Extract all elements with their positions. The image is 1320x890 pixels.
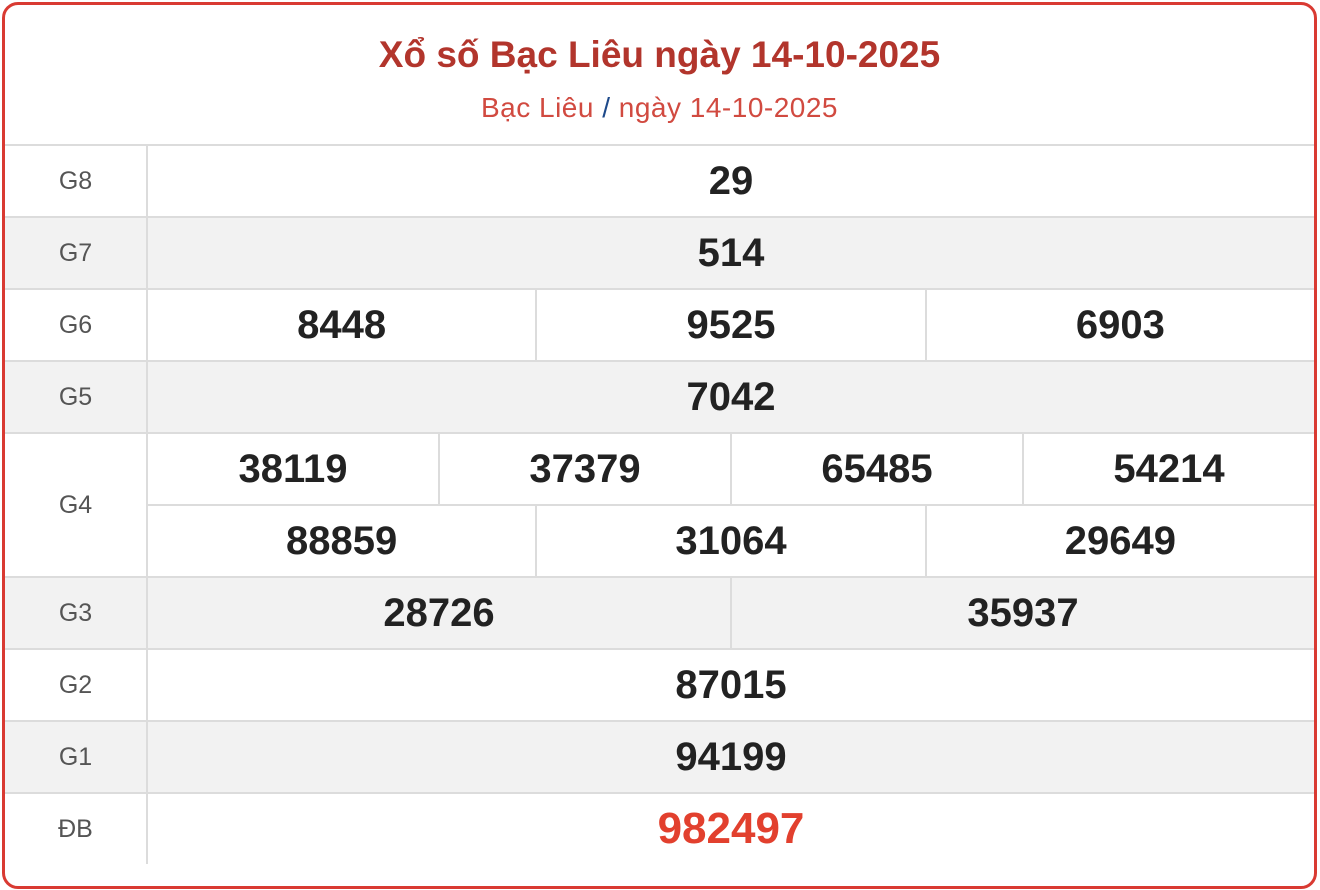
prize-number: 29 <box>146 146 1314 218</box>
prize-row-g5: G5 7042 <box>5 360 1314 434</box>
prize-number: 65485 <box>730 434 1022 504</box>
prize-number: 38119 <box>238 446 348 491</box>
prize-row-g8: G8 29 <box>5 146 1314 218</box>
prize-number: 6903 <box>924 290 1314 360</box>
breadcrumb-province-link[interactable]: Bạc Liêu <box>480 92 594 123</box>
prize-number: 88859 <box>286 518 398 563</box>
prize-number: 31064 <box>535 506 924 576</box>
prize-row-special: ĐB 982497 <box>5 792 1314 864</box>
results-table: G8 29 G7 514 G6 8448 9525 6903 G5 7042 G… <box>5 146 1314 864</box>
prize-row-g2: G2 87015 <box>5 648 1314 722</box>
prize-number: 29649 <box>924 506 1314 576</box>
prize-number: 8448 <box>297 302 387 347</box>
page-title: Xổ số Bạc Liêu ngày 14-10-2025 <box>378 34 941 75</box>
prize-label: G4 <box>5 432 148 578</box>
prize-label: G3 <box>5 576 148 650</box>
prize-label: G5 <box>5 360 148 434</box>
prize-number: 37379 <box>438 434 730 504</box>
breadcrumb-date-link[interactable]: ngày 14-10-2025 <box>618 92 839 123</box>
breadcrumb-separator: / <box>602 92 611 123</box>
breadcrumb: Bạc Liêu / ngày 14-10-2025 <box>5 91 1314 125</box>
prize-number: 35937 <box>730 578 1314 648</box>
prize-label: ĐB <box>5 792 148 864</box>
prize-row-g3: G3 28726 35937 <box>5 576 1314 650</box>
prize-number: 9525 <box>535 290 924 360</box>
prize-label: G8 <box>5 146 148 218</box>
prize-row-g4: G4 38119 37379 65485 54214 <box>5 432 1314 578</box>
prize-label: G1 <box>5 720 148 794</box>
prize-number: 28726 <box>383 590 495 635</box>
prize-row-g6: G6 8448 9525 6903 <box>5 288 1314 362</box>
header: Xổ số Bạc Liêu ngày 14-10-2025 Bạc Liêu … <box>5 5 1314 146</box>
prize-label: G6 <box>5 288 148 362</box>
prize-row-g1: G1 94199 <box>5 720 1314 794</box>
prize-number: 87015 <box>146 648 1314 722</box>
prize-number: 54214 <box>1022 434 1314 504</box>
prize-label: G7 <box>5 216 148 290</box>
prize-number: 94199 <box>146 720 1314 794</box>
prize-number: 7042 <box>146 360 1314 434</box>
prize-number: 514 <box>146 216 1314 290</box>
prize-row-g7: G7 514 <box>5 216 1314 290</box>
prize-row-g4-2: 88859 31064 29649 <box>5 504 1314 578</box>
special-prize-number: 982497 <box>146 792 1314 864</box>
prize-label: G2 <box>5 648 148 722</box>
